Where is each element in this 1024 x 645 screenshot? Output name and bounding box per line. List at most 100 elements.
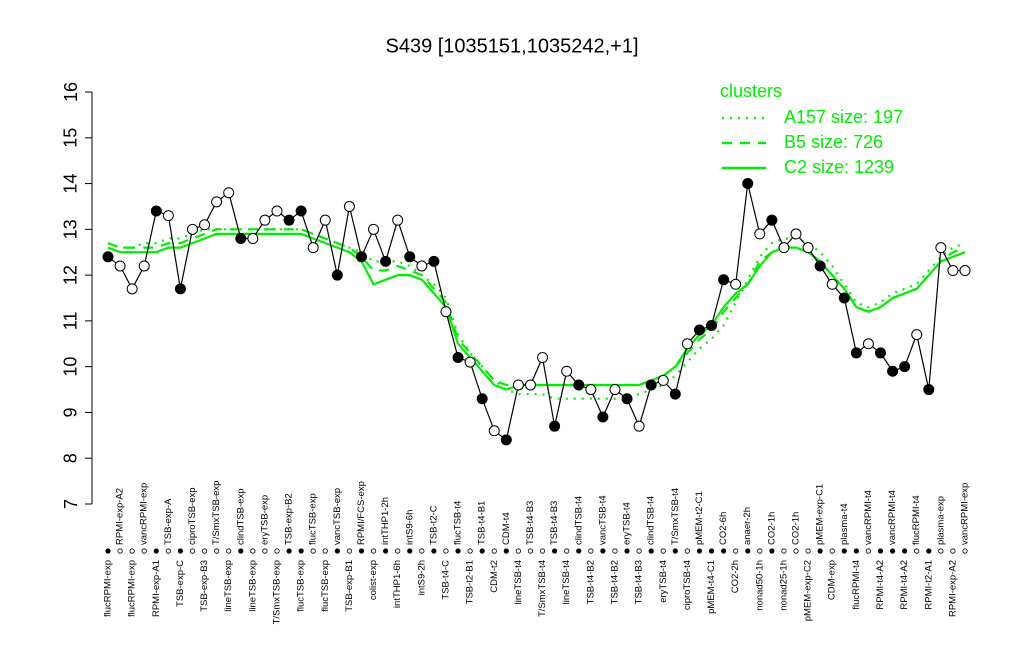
y-tick-label: 9	[61, 407, 81, 417]
y-tick-label: 14	[61, 174, 81, 194]
rug-dot	[672, 548, 678, 554]
data-point	[911, 329, 923, 341]
x-tick-label: clindTSB-t4	[646, 496, 657, 545]
x-tick-label: flucRPMI-t4	[851, 560, 862, 610]
data-point	[585, 384, 597, 396]
data-point	[802, 242, 814, 254]
rug-dot	[298, 548, 304, 554]
rug-dot	[962, 548, 968, 554]
x-tick-label: flucTSB-exp	[320, 560, 331, 612]
data-point	[392, 214, 404, 226]
y-tick-label: 8	[61, 453, 81, 463]
x-tick-label: RPMI-exp-A1	[151, 560, 162, 617]
data-point	[283, 214, 295, 226]
data-point	[718, 274, 730, 286]
rug-dot	[419, 548, 425, 554]
rug-dot	[395, 548, 401, 554]
data-point	[488, 425, 500, 437]
data-point	[923, 384, 935, 396]
data-point	[307, 242, 319, 254]
x-tick-label: RPMI-exp-A2	[947, 560, 958, 617]
data-point	[887, 365, 899, 377]
rug-dot	[564, 548, 570, 554]
data-point	[862, 338, 874, 350]
rug-dot	[129, 548, 135, 554]
y-tick-label: 15	[61, 128, 81, 148]
rug-dot	[769, 548, 775, 554]
cluster-line	[107, 228, 966, 387]
x-tick-label: vancTSB-exp	[332, 488, 343, 545]
data-point	[537, 352, 549, 364]
data-point	[693, 324, 705, 336]
data-point	[404, 251, 416, 263]
rug-dot	[455, 548, 461, 554]
x-tick-label: CDM-t2	[489, 560, 500, 593]
x-tick-label: eryTSB-t4	[622, 502, 633, 545]
x-tick-label: vancTSB-t4	[597, 495, 608, 545]
data-point	[355, 251, 367, 263]
x-tick-label: CDM-exp	[827, 560, 838, 600]
x-tick-label: CDM-t4	[501, 512, 512, 545]
rug-dot	[648, 548, 654, 554]
rug-dot	[636, 548, 642, 554]
rug-dot	[491, 548, 497, 554]
x-tick-label: RPMI-t4-A2	[899, 560, 910, 610]
rug-dot	[600, 548, 606, 554]
data-point	[814, 260, 826, 272]
rug-dot	[117, 548, 123, 554]
legend-title: clusters	[720, 81, 782, 101]
x-tick-label: colist-exp	[368, 560, 379, 600]
rug-dot	[877, 548, 884, 554]
rug-dot	[865, 548, 872, 554]
rug-dot	[105, 548, 111, 554]
rug-dot	[539, 548, 546, 554]
rug-dot	[322, 548, 328, 554]
rug-dot	[720, 548, 727, 554]
x-tick-label: nonad50-1h	[754, 560, 765, 611]
x-tick-label: RPMI/FCS-exp	[356, 481, 367, 545]
rug-dot	[238, 548, 244, 554]
rug-dot	[189, 548, 196, 554]
rug-dot	[310, 548, 316, 554]
x-tick-label: TSB-t2-B1	[465, 560, 476, 604]
x-tick-label: intS9-6h	[404, 510, 415, 545]
x-tick-label: flucRPMI-t4	[911, 495, 922, 545]
data-point	[150, 205, 162, 217]
data-point	[259, 214, 271, 226]
rug-dot	[576, 548, 582, 554]
legend-label: B5 size: 726	[784, 132, 883, 152]
data-point	[645, 379, 657, 391]
data-point	[162, 210, 174, 222]
x-tick-label: TSB-t4-C	[440, 560, 451, 600]
data-point	[295, 205, 307, 217]
x-tick-label: flucTSB-exp	[296, 560, 307, 612]
data-point	[730, 278, 742, 290]
data-point	[126, 283, 138, 295]
data-point	[959, 265, 971, 277]
rug-dot	[926, 548, 932, 554]
rug-dot	[214, 548, 220, 554]
rug-dot	[853, 548, 859, 554]
rug-dot	[286, 548, 292, 554]
data-point	[621, 393, 633, 405]
x-tick-label: TSB-exp-C	[175, 560, 186, 607]
rug-dot	[757, 548, 763, 554]
data-point	[114, 260, 126, 272]
rug-dot	[660, 548, 666, 554]
rug-dot	[274, 548, 280, 554]
x-tick-label: TSB-t4-B2	[609, 560, 620, 604]
data-point	[766, 214, 778, 226]
data-point	[790, 228, 802, 240]
x-tick-label: pMEM-t2-C1	[694, 491, 705, 545]
data-point	[838, 292, 850, 304]
x-tick-label: clindTSB-t4	[573, 496, 584, 545]
data-point	[235, 232, 247, 244]
x-tick-label: flucTSB-exp	[308, 493, 319, 545]
rug-dot	[552, 548, 558, 554]
cluster-line	[107, 228, 966, 400]
data-point	[597, 411, 609, 423]
x-tick-label: lineTSB-exp	[247, 560, 258, 612]
data-point	[380, 255, 392, 267]
rug-dot	[793, 548, 799, 554]
data-point	[561, 365, 573, 377]
